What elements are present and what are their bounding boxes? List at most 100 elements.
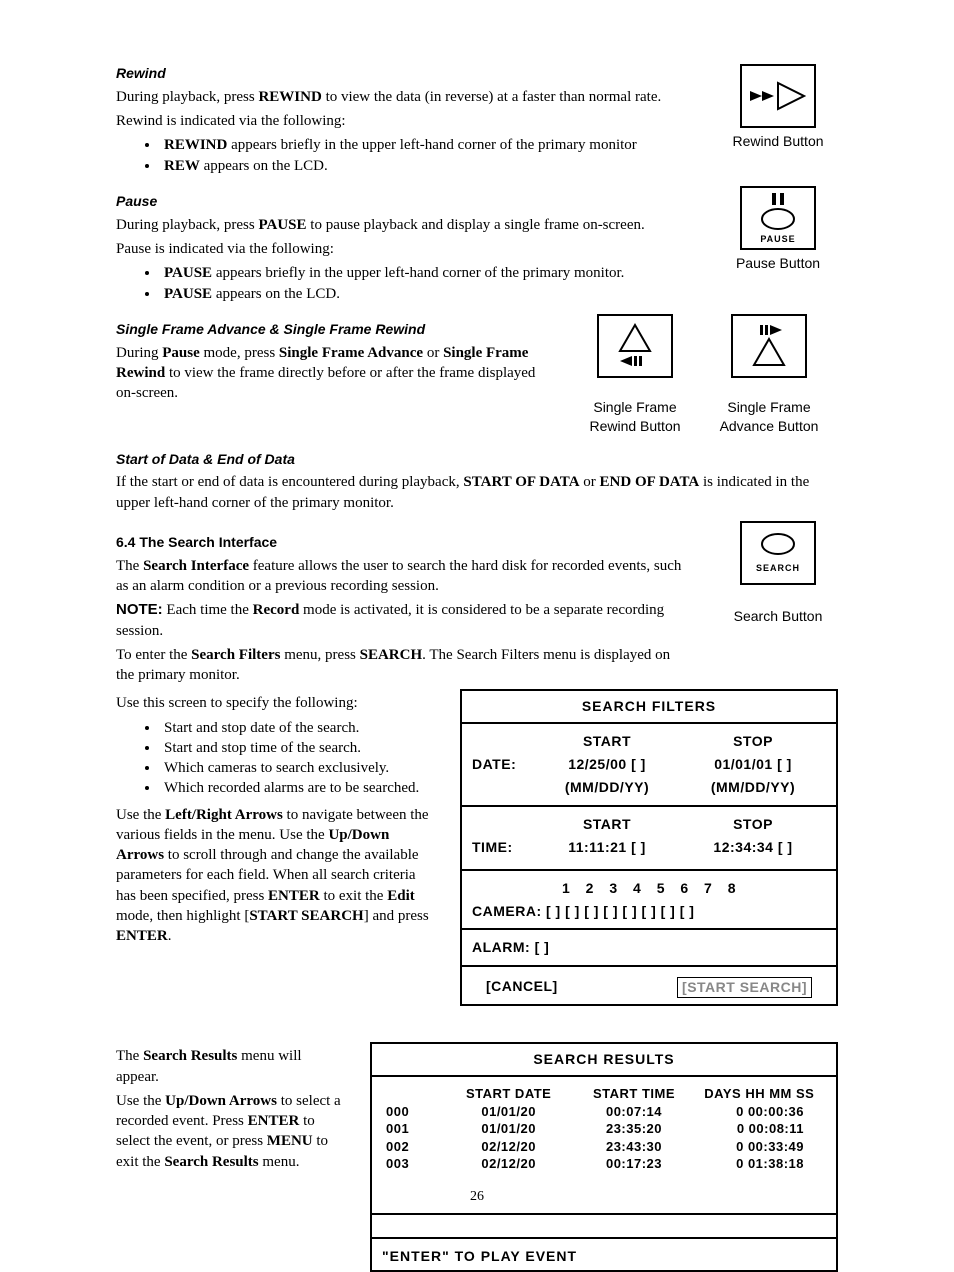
start-search-button[interactable]: [START SEARCH] [677, 977, 812, 998]
cancel-button[interactable]: [CANCEL] [486, 977, 558, 998]
rewind-body: During playback, press REWIND to view th… [116, 87, 694, 107]
text: to view the data (in reverse) at a faste… [322, 89, 661, 105]
single-rew-caption: Single Frame Rewind Button [580, 398, 690, 436]
text: If the start or end of data is encounter… [116, 474, 463, 490]
row-idx: 003 [386, 1155, 446, 1173]
row-dur: 0 00:33:49 [697, 1138, 822, 1156]
row-dur: 0 00:00:36 [697, 1103, 822, 1121]
pause-caption: Pause Button [736, 254, 820, 273]
results-intro: The Search Results menu will appear. [116, 1046, 346, 1087]
text: To enter the [116, 647, 191, 663]
pause-bullets: PAUSE appears briefly in the upper left-… [116, 263, 694, 304]
row-date: 01/01/20 [446, 1120, 571, 1138]
text: Which cameras to search exclusively. [160, 758, 436, 778]
startend-body: If the start or end of data is encounter… [116, 472, 838, 513]
manual-page: Rewind During playback, press REWIND to … [0, 0, 954, 1235]
time-label: TIME: [472, 838, 534, 857]
single-advance-icon [731, 314, 807, 378]
rewind-bullets: REWIND appears briefly in the upper left… [116, 135, 694, 176]
results-footer: "ENTER" TO PLAY EVENT [372, 1243, 836, 1270]
text-bold: START OF DATA [463, 474, 579, 490]
search-body: The Search Interface feature allows the … [116, 556, 694, 597]
date-label: DATE: [472, 755, 534, 774]
search-icon: SEARCH [740, 521, 816, 585]
single-adv-caption: Single Frame Advance Button [714, 398, 824, 436]
label-start: START [534, 732, 680, 751]
text: Start and stop date of the search. [160, 718, 436, 738]
text: During playback, press [116, 89, 258, 105]
row-time: 00:07:14 [571, 1103, 696, 1121]
text: The [116, 558, 143, 574]
spec-intro: Use this screen to specify the following… [116, 693, 436, 713]
pause-body: During playback, press PAUSE to pause pl… [116, 215, 694, 235]
row-idx: 001 [386, 1120, 446, 1138]
camera-nums: 1 2 3 4 5 6 7 8 [462, 875, 836, 902]
startend-heading: Start of Data & End of Data [116, 450, 838, 469]
text: or [580, 474, 600, 490]
text-bold: Record [253, 602, 300, 618]
pause-label-in-icon: PAUSE [760, 233, 795, 245]
row-time: 23:43:30 [571, 1138, 696, 1156]
text: to view the frame directly before or aft… [116, 365, 535, 401]
date-stop: 01/01/01 [ ] [680, 755, 826, 774]
filters-title: SEARCH FILTERS [462, 691, 836, 718]
rewind-indicated: Rewind is indicated via the following: [116, 111, 694, 131]
search-note: NOTE: Each time the Record mode is activ… [116, 600, 694, 641]
page-number: 26 [0, 1188, 954, 1207]
text: or [423, 345, 443, 361]
text-bold: END OF DATA [600, 474, 700, 490]
spec-nav: Use the Left/Right Arrows to navigate be… [116, 805, 436, 947]
row-time: 23:35:20 [571, 1120, 696, 1138]
col-date: START DATE [446, 1085, 571, 1103]
row-date: 02/12/20 [446, 1155, 571, 1173]
text: During [116, 345, 162, 361]
search-caption: Search Button [734, 607, 823, 626]
row-date: 02/12/20 [446, 1138, 571, 1156]
search-label-in-icon: SEARCH [756, 562, 800, 574]
single-rewind-icon [597, 314, 673, 378]
text: During playback, press [116, 217, 258, 233]
row-date: 01/01/20 [446, 1103, 571, 1121]
text: appears briefly in the upper left-hand c… [227, 137, 636, 153]
text-bold: REW [164, 158, 200, 174]
text-bold: NOTE: [116, 601, 163, 618]
text-bold: Pause [162, 345, 200, 361]
search-heading: 6.4 The Search Interface [116, 533, 694, 552]
camera-row: CAMERA: [ ] [ ] [ ] [ ] [ ] [ ] [ ] [ ] [462, 902, 836, 925]
time-start: 11:11:21 [ ] [534, 838, 680, 857]
text: Start and stop time of the search. [160, 738, 436, 758]
pause-icon: PAUSE [740, 186, 816, 250]
date-start: 12/25/00 [ ] [534, 755, 680, 774]
text: mode, press [200, 345, 279, 361]
text: appears on the LCD. [212, 286, 340, 302]
text-bold: Search Filters [191, 647, 280, 663]
row-idx: 002 [386, 1138, 446, 1156]
spec-bullets: Start and stop date of the search. Start… [116, 718, 436, 799]
single-body: During Pause mode, press Single Frame Ad… [116, 343, 556, 404]
pause-heading: Pause [116, 192, 694, 211]
search-filters-panel: SEARCH FILTERS START STOP DATE: 12/25/00… [460, 689, 838, 1006]
text: Which recorded alarms are to be searched… [160, 778, 436, 798]
text-bold: Single Frame Advance [279, 345, 423, 361]
rewind-caption: Rewind Button [732, 132, 823, 151]
text-bold: Search Interface [143, 558, 249, 574]
text-bold: PAUSE [164, 265, 212, 281]
text: Each time the [163, 602, 253, 618]
search-results-panel: SEARCH RESULTS START DATE START TIME DAY… [370, 1042, 838, 1272]
col-idx [386, 1085, 446, 1103]
col-time: START TIME [571, 1085, 696, 1103]
text-bold: SEARCH [360, 647, 423, 663]
mmddyy-2: (MM/DD/YY) [680, 778, 826, 797]
row-time: 00:17:23 [571, 1155, 696, 1173]
row-idx: 000 [386, 1103, 446, 1121]
label-stop-2: STOP [680, 815, 826, 834]
text-bold: PAUSE [258, 217, 306, 233]
text: menu, press [280, 647, 359, 663]
rewind-heading: Rewind [116, 64, 694, 83]
pause-indicated: Pause is indicated via the following: [116, 239, 694, 259]
text-bold: REWIND [258, 89, 321, 105]
results-nav: Use the Up/Down Arrows to select a recor… [116, 1091, 346, 1172]
text: appears briefly in the upper left-hand c… [212, 265, 624, 281]
text: to pause playback and display a single f… [307, 217, 645, 233]
single-heading: Single Frame Advance & Single Frame Rewi… [116, 320, 556, 339]
